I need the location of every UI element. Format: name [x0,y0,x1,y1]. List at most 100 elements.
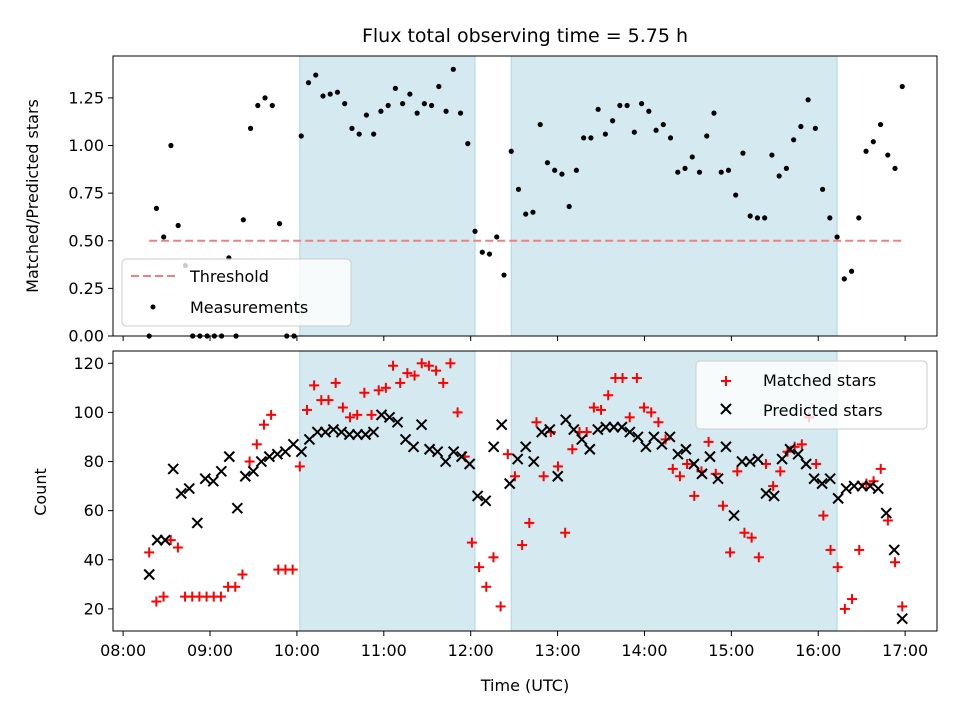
measurement-point [762,215,768,221]
measurement-point [269,102,275,109]
matched-star-marker [682,458,693,469]
matched-star-marker [258,419,269,430]
predicted-star-marker [183,482,195,495]
x-tick-label: 12:00 [448,641,494,660]
measurement-point [899,83,905,90]
measurement-point [320,93,326,99]
measurement-point [298,133,304,139]
measurement-point [327,91,333,97]
measurement-point [747,213,753,219]
measurement-point [812,125,818,131]
predicted-star-marker [431,445,444,458]
matched-star-marker [517,540,528,551]
measurement-point [378,108,384,114]
matched-star-marker [402,368,413,379]
measurement-point [892,165,898,171]
matched-star-marker [775,466,786,477]
matched-star-marker [309,380,320,391]
measurement-point [559,171,565,177]
measurement-point [638,101,645,107]
measurement-point [725,167,732,173]
matched-star-marker [301,404,312,415]
measurement-point [711,110,717,116]
chart-title: Flux total observing time = 5.75 h [362,25,688,47]
matched-star-marker [631,373,642,384]
matched-star-marker [560,527,571,538]
x-tick-label: 08:00 [100,641,146,660]
matched-star-marker [603,390,614,401]
matched-star-marker [689,490,700,501]
matched-star-marker [345,412,356,423]
predicted-star-marker [696,468,708,480]
measurement-point [588,135,594,141]
predicted-star-marker [327,423,340,436]
predicted-star-marker [680,443,692,455]
matched-star-marker [380,382,391,393]
matched-star-marker [488,552,499,563]
matched-star-marker [832,562,843,573]
top-y-tick-label: 1.25 [68,88,104,107]
matched-star-marker [431,365,442,376]
predicted-star-marker [760,487,772,500]
predicted-star-marker [319,426,332,438]
x-tick-label: 17:00 [882,641,928,660]
predicted-star-marker [375,409,388,421]
legend-predicted-swatch [720,403,732,415]
matched-star-marker [495,601,506,612]
bottom-y-tick-label: 120 [73,354,104,373]
matched-star-marker [624,412,635,423]
x-tick-label: 09:00 [187,641,233,660]
measurement-point [414,110,420,116]
matched-star-marker [847,594,858,605]
measurement-point [313,72,319,78]
top-y-tick-label: 0.25 [68,279,104,298]
predicted-star-marker [584,443,596,455]
measurement-point [385,102,391,109]
predicted-star-marker [439,455,452,468]
measurement-point [523,211,529,217]
predicted-star-marker [568,423,580,436]
x-tick-label: 15:00 [708,641,754,660]
measurement-point [472,228,478,234]
matched-star-marker [839,603,850,614]
measurement-point [834,234,840,240]
predicted-star-marker [688,458,700,470]
matched-star-marker [739,527,750,538]
predicted-star-marker [712,473,724,485]
matched-star-marker [588,402,599,413]
matched-star-marker [674,471,685,482]
predicted-star-marker [199,473,211,485]
bottom-x-ticks: 08:00 09:00 10:00 11:00 12:00 13:00 14:00 15:00… [100,631,928,660]
measurement-point [819,186,826,192]
predicted-star-marker [576,433,588,446]
measurement-point [349,125,355,131]
matched-star-marker [502,449,513,460]
predicted-star-marker [824,473,836,485]
predicted-star-marker [175,487,187,500]
measurement-point [262,95,268,101]
predicted-star-marker [495,418,508,431]
matched-star-marker [395,377,406,388]
measurement-point [161,234,167,240]
predicted-star-marker [792,448,804,460]
predicted-star-marker [752,453,764,465]
measurement-point [508,148,514,154]
measurement-point [305,80,312,86]
measurement-point [718,169,724,175]
predicted-star-marker [239,470,252,482]
matched-star-marker [337,402,348,413]
measurement-point [646,108,652,114]
predicted-star-marker [191,517,203,529]
measurement-point [573,167,580,173]
measurement-point [537,121,543,128]
predicted-star-marker [512,453,524,465]
predicted-star-marker [784,443,796,455]
predicted-star-marker [335,426,348,438]
measurement-point [848,268,855,274]
top-y-axis-label: Matched/Predicted stars [23,99,42,293]
bottom-axes-frame [112,350,938,632]
predicted-star-marker [624,426,636,438]
predicted-star-marker [800,458,812,470]
top-y-tick-label: 0.50 [68,231,104,250]
